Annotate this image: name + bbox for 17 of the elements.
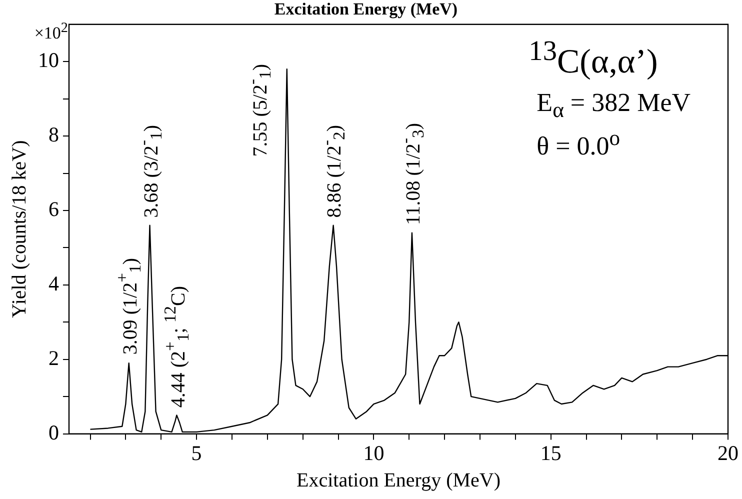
y-tick-label: 2 — [48, 346, 59, 370]
y-tick-label: 4 — [48, 271, 60, 296]
annotation: θ = 0.0$^{o}$ — [536, 126, 620, 162]
x-tick-label: 20 — [718, 440, 738, 465]
annotation: E$_{α}$ = 382 MeV — [536, 88, 691, 123]
y-tick-label: 8 — [48, 122, 59, 147]
text: ×10$^{2}$ — [34, 20, 68, 44]
y-tick-label: 6 — [48, 197, 59, 222]
chart-title: Excitation Energy (MeV) — [274, 0, 458, 19]
x-tick-label: 15 — [540, 440, 562, 465]
annotation: $^{13}$C(α,α’) — [528, 36, 658, 81]
y-tick-label: 10 — [38, 48, 59, 72]
x-tick-label: 5 — [191, 440, 202, 465]
x-axis-title: Excitation Energy (MeV) — [296, 469, 501, 492]
y-axis-title: Yield (counts/18 keV) — [8, 140, 30, 318]
y-tick-label: 0 — [48, 420, 59, 444]
x-tick-label: 10 — [363, 440, 384, 465]
